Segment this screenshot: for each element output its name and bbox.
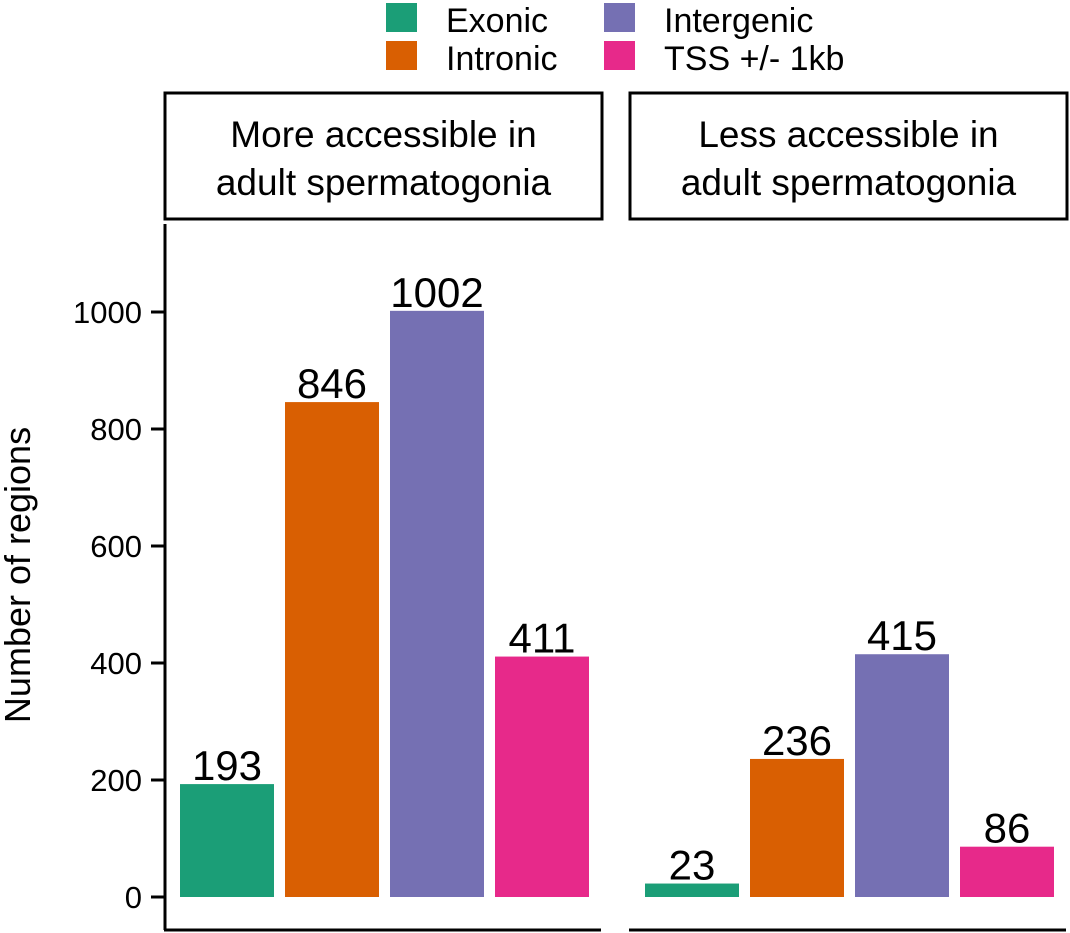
data-label: 846 bbox=[297, 360, 367, 407]
facet-strip-label: adult spermatogonia bbox=[216, 162, 552, 203]
bar bbox=[495, 656, 589, 897]
bar bbox=[750, 758, 844, 897]
y-tick-label: 1000 bbox=[73, 295, 142, 330]
bar bbox=[960, 846, 1054, 897]
facet-strip-box bbox=[163, 91, 604, 221]
facet-strip-box bbox=[628, 91, 1069, 221]
data-label: 411 bbox=[509, 615, 576, 662]
facet-panel: 193 846 1002 411 bbox=[164, 269, 601, 932]
y-tick-label: 600 bbox=[90, 529, 142, 564]
bar bbox=[855, 654, 949, 897]
bar bbox=[645, 883, 739, 897]
bar bbox=[180, 784, 274, 897]
legend-label: Intergenic bbox=[664, 2, 813, 40]
y-tick-label: 0 bbox=[125, 880, 142, 915]
legend-swatch bbox=[604, 41, 635, 70]
y-tick-label: 800 bbox=[90, 412, 142, 447]
legend-swatch bbox=[386, 3, 417, 32]
data-label: 415 bbox=[867, 612, 937, 659]
legend-swatch bbox=[386, 41, 417, 70]
data-label: 236 bbox=[762, 717, 832, 764]
y-tick-label: 400 bbox=[90, 646, 142, 681]
legend-label: Intronic bbox=[446, 40, 558, 78]
bar bbox=[390, 310, 484, 898]
data-label: 1002 bbox=[390, 269, 483, 316]
legend-label: TSS +/- 1kb bbox=[664, 40, 844, 78]
facet-strip-label: Less accessible in bbox=[698, 114, 998, 155]
data-label: 193 bbox=[192, 742, 262, 789]
data-label: 86 bbox=[984, 805, 1031, 852]
data-label: 23 bbox=[669, 842, 716, 889]
facet-panels: 193 846 1002 411 23 236 415 86 bbox=[164, 269, 1066, 932]
legend-swatch bbox=[604, 3, 635, 32]
facet-panel: 23 236 415 86 bbox=[629, 612, 1066, 932]
y-axis-title: Number of regions bbox=[0, 427, 38, 723]
y-axis: 0 200 400 600 800 1000 bbox=[73, 224, 167, 930]
facet-strip-label: adult spermatogonia bbox=[681, 162, 1017, 203]
y-tick-label: 200 bbox=[90, 763, 142, 798]
facet-strip-label: More accessible in bbox=[230, 114, 536, 155]
facet-strips: More accessible in adult spermatogonia Les… bbox=[163, 91, 1069, 221]
legend-label: Exonic bbox=[446, 2, 548, 40]
bar bbox=[285, 402, 379, 897]
